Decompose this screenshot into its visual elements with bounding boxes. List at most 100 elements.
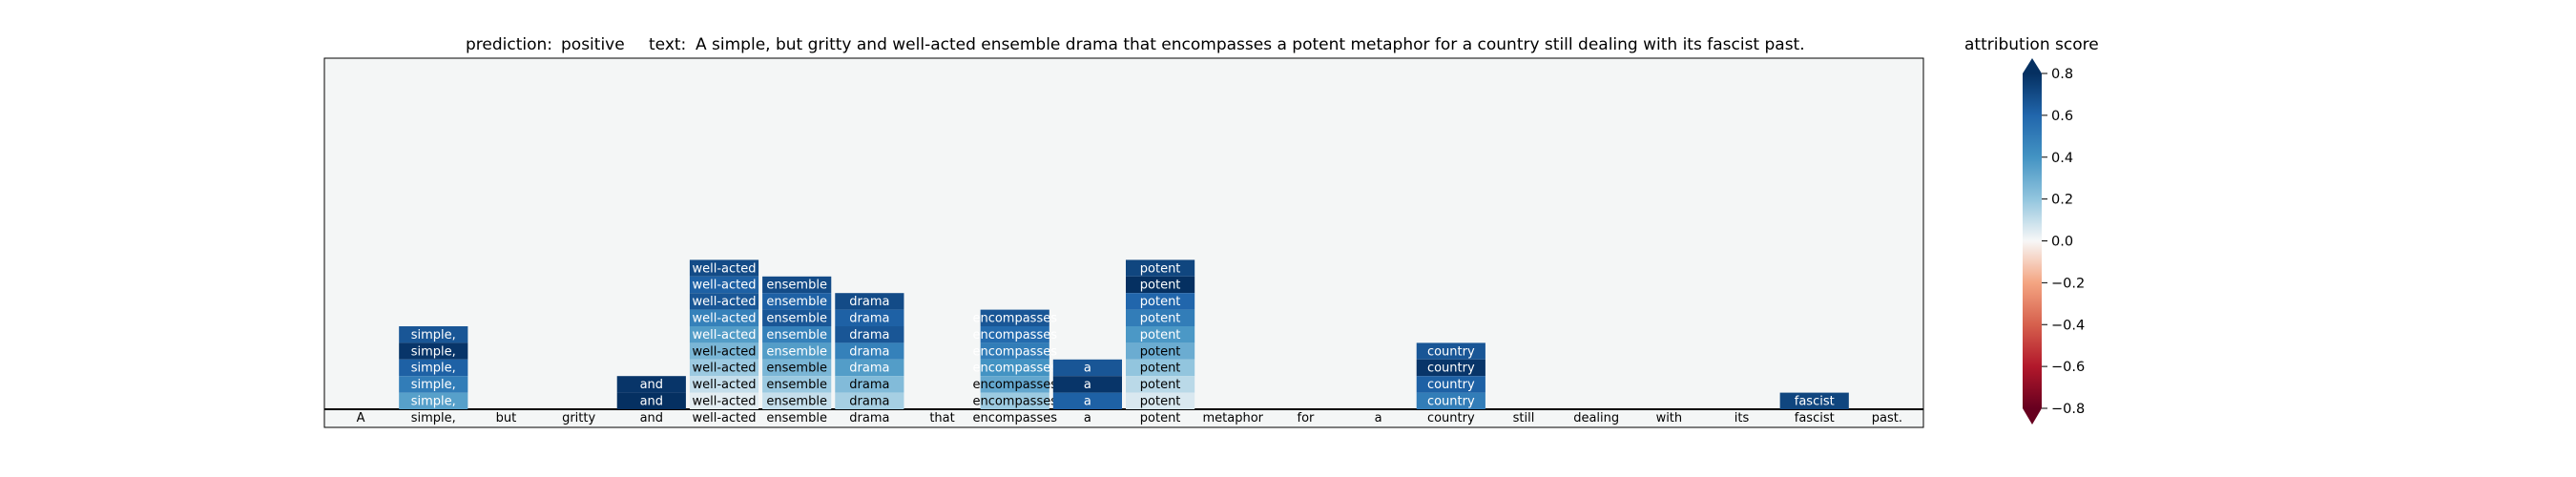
attribution-cell [399,359,468,377]
attribution-cell [1126,309,1195,326]
colorbar-tick-label: 0.6 [2051,109,2073,124]
attribution-cell-label: and [640,378,663,392]
attribution-cell [689,376,759,393]
attribution-cell-label: encompasses [972,344,1057,359]
attribution-cell-label: drama [849,295,889,309]
chart-title-prediction-value: positive [561,35,625,54]
attribution-cell-label: encompasses [972,395,1057,409]
token-label: a [1084,411,1091,425]
attribution-cell [762,342,832,360]
colorbar-bottom-extend [2023,408,2042,425]
attribution-cell [1126,359,1195,377]
attribution-cell-label: drama [849,328,889,342]
attribution-cell-label: ensemble [766,362,827,376]
attribution-cell [980,342,1049,360]
token-label: ensemble [766,411,827,425]
attribution-cell-label: ensemble [766,295,827,309]
attribution-cell [399,342,468,360]
attribution-cell-label: ensemble [766,395,827,409]
attribution-cell-label: encompasses [972,312,1057,326]
attribution-cell [1416,342,1485,360]
attribution-cell [689,309,759,326]
attribution-cell [689,259,759,277]
attribution-cell-label: a [1084,378,1091,392]
token-label: and [640,411,663,425]
attribution-cell-label: potent [1140,378,1181,392]
token-label: well-acted [692,411,756,425]
attribution-cell [1126,376,1195,393]
token-label: with [1656,411,1683,425]
attribution-cell [762,392,832,409]
attribution-cell [980,359,1049,377]
attribution-cell [689,326,759,343]
token-label: its [1735,411,1750,425]
token-label: A [357,411,365,425]
attribution-cell-label: a [1084,395,1091,409]
attribution-cell-label: simple, [411,378,456,392]
attribution-cell [1126,293,1195,310]
token-label: country [1427,411,1475,425]
attribution-cell-label: drama [849,344,889,359]
attribution-cell-label: simple, [411,362,456,376]
token-label: that [929,411,954,425]
token-label: drama [849,411,889,425]
attribution-cell [616,392,686,409]
attribution-cell-label: potent [1140,261,1181,276]
attribution-cell [835,376,904,393]
attribution-cell [689,293,759,310]
attribution-cell-label: country [1427,378,1475,392]
attribution-cell-label: potent [1140,362,1181,376]
colorbar-tick-label: 0.0 [2051,235,2073,250]
attribution-cell [980,392,1049,409]
attribution-cell [835,293,904,310]
attribution-cell-label: well-acted [692,395,756,409]
attribution-cell-label: ensemble [766,378,827,392]
attribution-cell [980,326,1049,343]
attribution-cell-label: fascist [1795,395,1835,409]
attribution-cell-label: potent [1140,312,1181,326]
attribution-cell-label: a [1084,362,1091,376]
token-label: past. [1872,411,1902,425]
attribution-cell-label: country [1427,395,1475,409]
attribution-cell [1126,276,1195,294]
colorbar-tick-label: −0.2 [2051,276,2085,291]
token-label: potent [1140,411,1181,425]
attribution-cell [835,309,904,326]
attribution-cell [762,326,832,343]
colorbar-gradient [2023,73,2042,408]
attribution-cell [616,376,686,393]
attribution-cell [835,342,904,360]
token-label: dealing [1573,411,1619,425]
colorbar-label: attribution score [1964,35,2099,54]
token-label: fascist [1795,411,1835,425]
token-label: gritty [562,411,595,425]
attribution-cell-label: well-acted [692,312,756,326]
colorbar-tick-label: 0.8 [2051,67,2073,82]
attribution-cell [1126,392,1195,409]
colorbar-top-extend [2023,58,2042,73]
attribution-cell [1126,259,1195,277]
attribution-cell-label: and [640,395,663,409]
colorbar-tick-label: −0.6 [2051,360,2085,375]
attribution-cell [835,326,904,343]
attribution-cell-label: drama [849,378,889,392]
plot-area [323,57,1924,428]
attribution-cell-label: simple, [411,328,456,342]
token-label: metaphor [1203,411,1264,425]
token-label: but [496,411,517,425]
attribution-cell-label: ensemble [766,279,827,293]
attribution-cell [835,392,904,409]
attribution-cell-label: well-acted [692,295,756,309]
attribution-cell-label: country [1427,362,1475,376]
attribution-cell-label: potent [1140,395,1181,409]
attribution-cell [762,293,832,310]
attribution-cell-label: well-acted [692,261,756,276]
attribution-cell [1416,359,1485,377]
attribution-cell [1052,376,1122,393]
attribution-cell [1126,342,1195,360]
attribution-cell [762,276,832,294]
attribution-cell [762,309,832,326]
attribution-cell [1052,359,1122,377]
colorbar-tick-label: 0.4 [2051,151,2073,166]
attribution-cell-label: well-acted [692,328,756,342]
